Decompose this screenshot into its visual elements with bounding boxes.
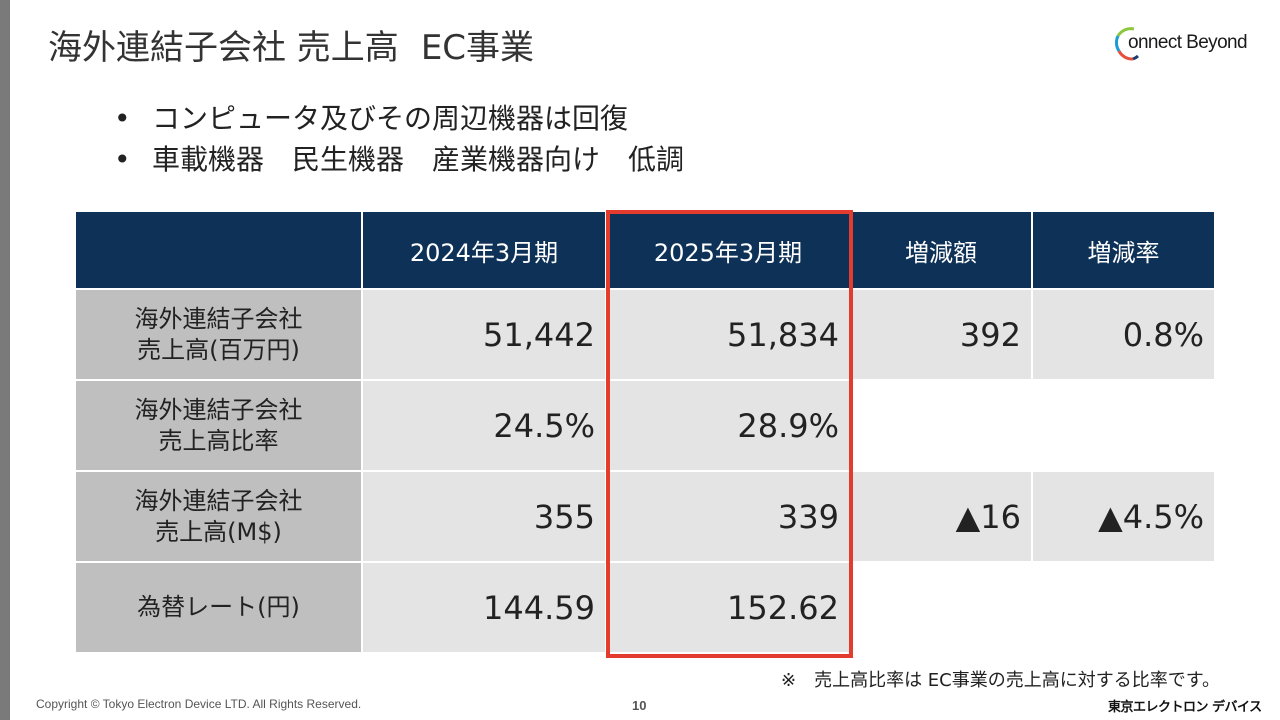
row-label: 海外連結子会社 売上高(百万円) [74, 288, 363, 381]
row-label-line2: 売上高(M$) [155, 517, 282, 546]
connect-beyond-logo: onnect Beyond [1114, 24, 1254, 64]
logo-text: onnect Beyond [1128, 32, 1248, 53]
cell-rate [1031, 379, 1216, 472]
header-fy2024: 2024年3月期 [361, 210, 607, 290]
row-label: 為替レート(円) [74, 561, 363, 654]
bullet-item: • 車載機器 民生機器 産業機器向け 低調 [114, 139, 684, 180]
bullet-list: • コンピュータ及びその周辺機器は回復 • 車載機器 民生機器 産業機器向け 低調 [114, 98, 684, 180]
cell-change: 392 [849, 288, 1033, 381]
row-label-line1: 海外連結子会社 [134, 304, 303, 333]
fy2025-highlight-box [606, 210, 853, 658]
row-label-line1: 海外連結子会社 [134, 486, 303, 515]
header-change: 増減額 [849, 210, 1033, 290]
bullet-text: コンピュータ及びその周辺機器は回復 [152, 102, 629, 135]
footnote: ※ 売上高比率は EC事業の売上高に対する比率です。 [781, 670, 1220, 691]
bullet-text: 車載機器 民生機器 産業機器向け 低調 [152, 143, 685, 176]
bullet-item: • コンピュータ及びその周辺機器は回復 [114, 98, 684, 139]
cell-change [849, 379, 1033, 472]
cell-rate [1031, 561, 1216, 654]
table-row: 為替レート(円) 144.59 152.62 [74, 561, 1216, 654]
table-row: 海外連結子会社 売上高(M$) 355 339 ▲16 ▲4.5% [74, 470, 1216, 563]
page-title-segment: EC事業 [420, 28, 535, 68]
cell-change [849, 561, 1033, 654]
cell-change: ▲16 [849, 470, 1033, 563]
table-row: 海外連結子会社 売上高比率 24.5% 28.9% [74, 379, 1216, 472]
header-corner [74, 210, 363, 290]
row-label-line2: 売上高(百万円) [137, 335, 300, 364]
cell-fy2024: 24.5% [361, 379, 607, 472]
company-logo-text: 東京エレクトロン デバイス [1108, 700, 1262, 715]
row-label: 海外連結子会社 売上高比率 [74, 379, 363, 472]
header-rate: 増減率 [1031, 210, 1216, 290]
page-title-main: 海外連結子会社 売上高 [48, 28, 399, 68]
table-header-row: 2024年3月期 2025年3月期 増減額 増減率 [74, 210, 1216, 290]
bullet-marker: • [114, 143, 131, 176]
cell-fy2025: 28.9% [605, 379, 851, 472]
page-title: 海外連結子会社 売上高 EC事業 [48, 20, 534, 69]
page-number: 10 [632, 698, 647, 713]
logo-ring-icon [1114, 27, 1140, 61]
cell-fy2024: 144.59 [361, 561, 607, 654]
cell-fy2024: 355 [361, 470, 607, 563]
cell-fy2025: 339 [605, 470, 851, 563]
sales-table: 2024年3月期 2025年3月期 増減額 増減率 海外連結子会社 売上高(百万円… [74, 210, 1216, 654]
bullet-marker: • [114, 102, 131, 135]
cell-fy2025: 51,834 [605, 288, 851, 381]
cell-fy2024: 51,442 [361, 288, 607, 381]
cell-rate: ▲4.5% [1031, 470, 1216, 563]
row-label-line2: 売上高比率 [158, 426, 279, 455]
left-edge-bar [0, 0, 10, 720]
cell-rate: 0.8% [1031, 288, 1216, 381]
row-label: 海外連結子会社 売上高(M$) [74, 470, 363, 563]
cell-fy2025: 152.62 [605, 561, 851, 654]
row-label-line1: 海外連結子会社 [134, 395, 303, 424]
table-row: 海外連結子会社 売上高(百万円) 51,442 51,834 392 0.8% [74, 288, 1216, 381]
header-fy2025: 2025年3月期 [605, 210, 851, 290]
copyright-text: Copyright © Tokyo Electron Device LTD. A… [36, 697, 362, 711]
